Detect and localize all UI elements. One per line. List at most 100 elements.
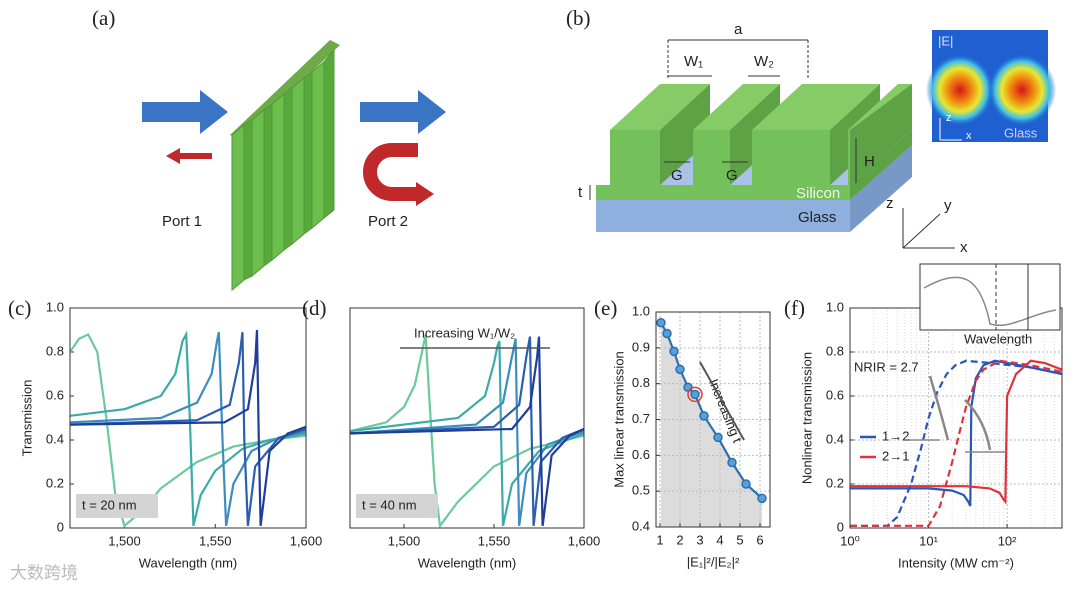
annotation-arrow — [699, 361, 745, 441]
plot-frame — [655, 311, 771, 528]
axis-label: x — [960, 239, 968, 256]
marker — [713, 432, 723, 443]
marker — [669, 346, 679, 357]
marker — [699, 411, 709, 421]
line — [349, 340, 585, 527]
layer-label: Silicon — [796, 185, 840, 202]
annotation: Wavelength — [964, 331, 1032, 346]
x-tick-label: 10¹ — [919, 533, 938, 548]
grating-fins — [231, 48, 335, 292]
panel-label: (d) — [302, 296, 327, 320]
y-tick-label: 0 — [837, 519, 844, 534]
annotation: Increasing W₁/W₂ — [414, 325, 515, 340]
plot-frame — [349, 307, 585, 529]
line — [69, 332, 307, 526]
field-label: z — [946, 112, 952, 124]
x-tick-label: 2 — [676, 532, 683, 547]
annotation: t = 20 nm — [82, 497, 137, 512]
line — [69, 331, 307, 526]
x-tick-label: 10⁰ — [840, 533, 860, 548]
marker — [675, 364, 685, 375]
x-tick-label: 10² — [998, 533, 1017, 548]
y-tick-label: 0.2 — [46, 475, 64, 490]
y-tick-label: 0.8 — [632, 375, 650, 390]
y-tick-label: 1.0 — [632, 303, 650, 318]
marker — [656, 318, 666, 328]
x-tick-label: 1,600 — [568, 533, 601, 548]
ridges — [610, 84, 912, 185]
field-label: |E| — [938, 33, 953, 48]
annotation: t = 40 nm — [362, 497, 417, 512]
y-tick-label: 0.4 — [46, 431, 64, 446]
panel-label: (f) — [784, 296, 805, 320]
line — [850, 359, 1063, 527]
line — [349, 334, 585, 529]
port-label: Port 1 — [162, 213, 202, 230]
annotation: NRIR = 2.7 — [854, 359, 919, 374]
glass-front — [596, 200, 850, 232]
watermark: 大数跨境 — [10, 563, 78, 582]
panel-label: (e) — [594, 296, 617, 320]
x-axis-label: Intensity (MW cm⁻²) — [898, 555, 1014, 570]
annotation-arrow — [928, 375, 992, 451]
line — [349, 336, 585, 526]
x-tick-label: 1,550 — [478, 533, 511, 548]
y-tick-label: 0.4 — [826, 431, 844, 446]
silicon-front — [596, 185, 850, 200]
highlight-ring — [687, 386, 703, 403]
y-tick-label: 1.0 — [826, 299, 844, 314]
silicon-side — [850, 130, 912, 200]
legend-label: 2→1 — [882, 448, 909, 463]
dimension-label: a — [734, 21, 743, 38]
y-tick-label: 0.6 — [46, 387, 64, 402]
y-tick-label: 0.6 — [826, 387, 844, 402]
chart: (f) 10⁰ 10¹ 10² 0 0.2 0.4 0.6 0.8 1.0 Intensity (M… — [784, 263, 1063, 570]
panel-label: (b) — [566, 6, 591, 30]
field-label: x — [966, 130, 972, 142]
x-tick-label: 1,600 — [290, 533, 323, 548]
x-tick-label: 3 — [696, 532, 703, 547]
dimension-label: W₂ — [754, 53, 774, 70]
x-tick-label: 5 — [736, 532, 743, 547]
y-tick-label: 0.8 — [46, 343, 64, 358]
y-tick-label: 1.0 — [46, 299, 64, 314]
marker — [662, 328, 672, 339]
y-tick-label: 0.9 — [632, 339, 650, 354]
dimension-label: W₁ — [684, 53, 703, 70]
y-tick-label: 0.2 — [826, 475, 844, 490]
dimension-label: t — [578, 184, 583, 201]
axis-label: y — [944, 197, 952, 214]
x-axis-label: Wavelength (nm) — [139, 555, 238, 570]
marker — [757, 493, 767, 504]
x-tick-label: 4 — [716, 532, 723, 547]
marker — [727, 457, 737, 468]
dimension-lines — [589, 39, 955, 249]
marker — [683, 382, 693, 392]
x-axis-label: |E₁|²/|E₂|² — [687, 554, 740, 569]
line — [69, 329, 307, 526]
x-tick-label: 1,500 — [388, 533, 421, 548]
field-label: Glass — [1004, 125, 1038, 140]
legend-label: 1→2 — [882, 428, 909, 443]
y-axis-label: Nonlinear transmission — [799, 352, 814, 484]
y-axis-label: Transmission — [19, 380, 34, 457]
chart: (d) 1,500 1,550 1,600 Wavelength (nm) Increas… — [302, 296, 600, 571]
dimension-label: H — [864, 153, 875, 170]
reflected-arrow — [166, 148, 212, 164]
line — [850, 359, 1063, 527]
panel-b: (b) a W₁ W₂ G G H t Silicon Glass z y x — [566, 6, 1056, 256]
dimension-label: G — [726, 167, 738, 184]
chart: (c) 1,500 1,550 1,600 0 0.2 0.4 0.6 0.8 1.0 Wavele… — [8, 296, 322, 571]
x-tick-label: 6 — [756, 532, 763, 547]
layer-label: Glass — [798, 209, 836, 226]
axis-label: z — [886, 195, 894, 212]
x-tick-label: 1,550 — [199, 533, 232, 548]
arrow-head — [416, 182, 434, 206]
field-map: |E| z x Glass — [926, 30, 1056, 142]
y-tick-label: 0.4 — [632, 518, 650, 533]
x-axis-label: Wavelength (nm) — [418, 555, 517, 570]
line — [69, 332, 307, 528]
panel-label: (c) — [8, 296, 31, 320]
line — [349, 336, 585, 526]
